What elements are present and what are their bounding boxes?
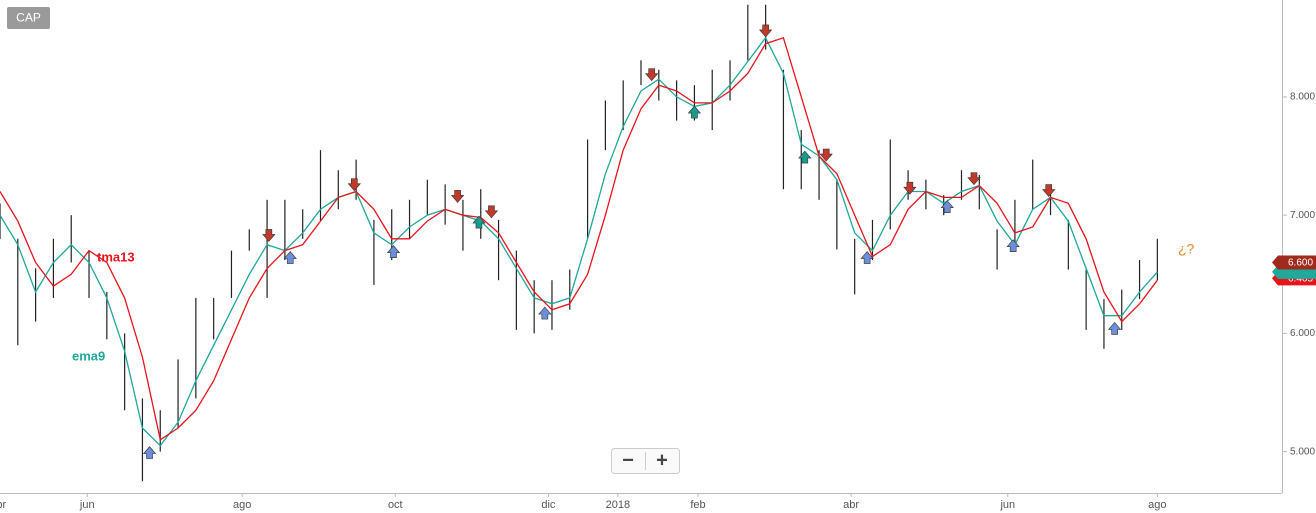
- signal-arrow: [860, 251, 874, 264]
- signal-arrow: [450, 190, 465, 203]
- signal-arrow: [347, 178, 361, 192]
- zoom-controls: − +: [611, 448, 680, 474]
- signal-arrow: [758, 24, 773, 38]
- last-value-label: 6.600: [1288, 258, 1313, 269]
- series-label: tma13: [97, 249, 135, 264]
- signal-arrow: [903, 181, 917, 195]
- plot: [0, 4, 1158, 482]
- ma-line: [0, 36, 1158, 447]
- last-value-tag: [1272, 255, 1316, 270]
- y-tick-label: 8.000: [1290, 92, 1315, 103]
- signal-arrow: [819, 148, 833, 162]
- signal-arrow: [283, 251, 297, 264]
- signal-arrow: [687, 105, 702, 119]
- signal-arrow: [645, 68, 659, 82]
- signal-arrow: [967, 172, 981, 186]
- signal-arrow: [798, 150, 812, 164]
- signal-arrow: [1107, 322, 1122, 335]
- annotation: ¿?: [1178, 241, 1195, 257]
- signal-arrow: [1006, 239, 1020, 253]
- x-tick-label: dic: [541, 499, 556, 511]
- last-value-label: 6.465: [1288, 274, 1313, 285]
- signal-arrow: [472, 215, 486, 229]
- x-tick-label: feb: [690, 499, 705, 511]
- zoom-in[interactable]: +: [656, 449, 668, 471]
- x-tick-label: ago: [233, 499, 251, 511]
- y-tick-label: 5.000: [1290, 446, 1315, 457]
- ma-line: [0, 36, 1158, 441]
- series-label: ema9: [72, 348, 105, 363]
- y-tick-label: 7.000: [1290, 210, 1315, 221]
- x-tick-label: 2018: [606, 499, 630, 511]
- signal-arrow: [538, 306, 552, 320]
- symbol-button[interactable]: CAP: [7, 7, 50, 29]
- x-tick-label: ago: [1148, 499, 1166, 511]
- symbol-label[interactable]: CAP: [16, 11, 41, 25]
- symbol-button-bg[interactable]: [7, 7, 50, 29]
- x-tick-label: jun: [79, 499, 95, 511]
- x-tick-label: oct: [388, 499, 403, 511]
- signal-arrow: [386, 245, 401, 258]
- x-ticks: abr jun ago oct dic 2018 feb abr jun ago: [0, 493, 1167, 511]
- x-tick-label: abr: [0, 499, 7, 511]
- zoom-out[interactable]: −: [622, 449, 634, 471]
- signal-arrow: [484, 205, 499, 219]
- signal-arrow: [142, 446, 157, 459]
- x-tick-label: jun: [999, 499, 1015, 511]
- signal-arrow: [940, 200, 954, 214]
- y-tick-label: 6.000: [1290, 328, 1315, 339]
- signal-arrow: [1042, 184, 1056, 197]
- x-tick-label: abr: [843, 499, 859, 511]
- signal-arrow: [262, 229, 276, 242]
